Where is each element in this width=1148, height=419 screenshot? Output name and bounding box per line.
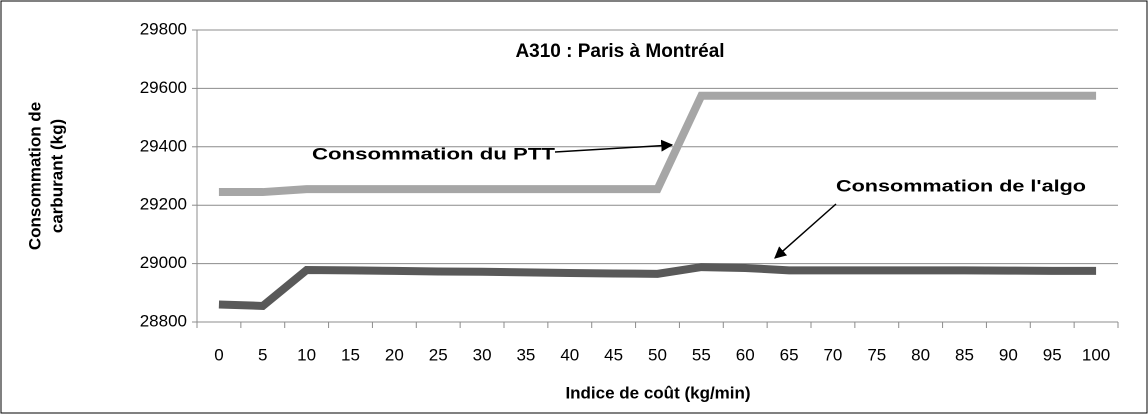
chart-title: A310 : Paris à Montréal — [515, 41, 724, 62]
x-tick-label: 15 — [341, 345, 360, 364]
x-tick-label: 90 — [999, 345, 1018, 364]
x-tick-label: 30 — [473, 345, 492, 364]
x-axis-label: Indice de coût (kg/min) — [565, 383, 750, 402]
line-series — [218, 263, 1097, 310]
annotation: Consommation de l'algo — [836, 176, 1086, 195]
x-tick-label: 70 — [823, 345, 842, 364]
x-tick-label: 95 — [1043, 345, 1062, 364]
annotation: Consommation du PTT — [312, 144, 556, 163]
annotation-arrow — [554, 139, 674, 153]
y-tick-label: 29000 — [140, 253, 187, 272]
x-tick-label: 10 — [297, 345, 316, 364]
y-axis-label: Consommation de — [25, 102, 44, 250]
x-tick-label: 25 — [429, 345, 448, 364]
y-tick-label: 29400 — [140, 136, 187, 155]
line-series — [218, 91, 1097, 197]
y-tick-label: 29200 — [140, 195, 187, 214]
y-tick-label: 29600 — [140, 78, 187, 97]
x-tick-label: 55 — [692, 345, 711, 364]
x-tick-label: 80 — [911, 345, 930, 364]
x-tick-label: 65 — [780, 345, 799, 364]
y-axis-label: carburant (kg) — [47, 119, 66, 233]
x-tick-label: 40 — [560, 345, 579, 364]
x-tick-label: 60 — [736, 345, 755, 364]
x-tick-label: 5 — [258, 345, 267, 364]
y-tick-label: 29800 — [140, 19, 187, 38]
x-tick-label: 45 — [604, 345, 623, 364]
x-tick-label: 35 — [516, 345, 535, 364]
annotation-arrow — [774, 203, 837, 259]
x-tick-label: 0 — [214, 345, 223, 364]
x-tick-label: 100 — [1082, 345, 1110, 364]
x-tick-label: 50 — [648, 345, 667, 364]
x-tick-label: 75 — [867, 345, 886, 364]
x-tick-label: 85 — [955, 345, 974, 364]
y-tick-label: 28800 — [140, 311, 187, 330]
x-tick-label: 20 — [385, 345, 404, 364]
